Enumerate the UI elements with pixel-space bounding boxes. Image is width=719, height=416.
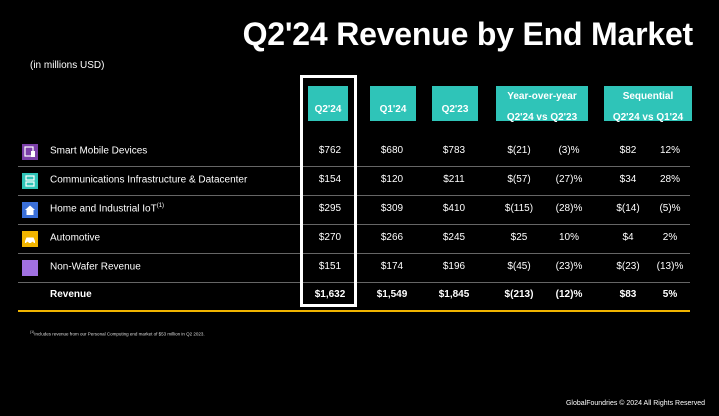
home-icon	[22, 202, 38, 218]
cell-q124: $174	[380, 261, 404, 272]
row-label: Home and Industrial IoT(1)	[50, 203, 165, 215]
cell-seq-abs: $34	[619, 174, 637, 185]
q224-highlight-box	[300, 75, 357, 307]
cell-seq-pct: (13)%	[656, 261, 684, 272]
cell-yoy-abs: $(57)	[507, 174, 531, 185]
cell-seq-pct: (5)%	[659, 203, 681, 214]
total-seq-pct: 5%	[662, 289, 678, 300]
non-wafer-icon	[22, 260, 38, 276]
col-header-q223-label: Q2'23	[441, 104, 469, 115]
col-header-seq: Sequential Q2'24 vs Q1'24	[604, 86, 692, 123]
cell-q224: $762	[318, 145, 342, 156]
col-header-q224: Q2'24	[308, 86, 348, 121]
col-header-q124: Q1'24	[370, 86, 416, 121]
cell-q124: $680	[380, 145, 404, 156]
col-header-q223: Q2'23	[432, 86, 478, 121]
col-header-q224-label: Q2'24	[314, 104, 342, 115]
cell-seq-pct: 12%	[659, 145, 680, 156]
col-header-yoy: Year-over-year Q2'24 vs Q2'23	[496, 86, 588, 123]
cell-yoy-abs: $(45)	[507, 261, 531, 272]
col-header-q124-label: Q1'24	[379, 104, 407, 115]
col-header-seq-title: Sequential	[622, 91, 674, 102]
cell-yoy-pct: (23)%	[555, 261, 583, 272]
copyright: GlobalFoundries © 2024 All Rights Reserv…	[565, 400, 705, 407]
total-q223: $1,845	[438, 289, 470, 300]
cell-yoy-abs: $(115)	[504, 203, 534, 214]
total-seq-abs: $83	[619, 289, 637, 300]
units-note: (in millions USD)	[30, 60, 105, 71]
cell-yoy-pct: (28)%	[555, 203, 583, 214]
cell-seq-abs: $4	[622, 232, 634, 243]
car-icon	[22, 231, 38, 247]
row-label: Smart Mobile Devices	[50, 145, 148, 157]
cell-q224: $154	[318, 174, 342, 185]
cell-q223: $211	[443, 174, 465, 185]
total-row: Revenue $1,632 $1,549 $1,845 $(213) (12)…	[18, 282, 690, 312]
cell-seq-pct: 28%	[659, 174, 680, 185]
cell-q224: $295	[318, 203, 342, 214]
col-header-yoy-sub: Q2'24 vs Q2'23	[506, 112, 578, 123]
total-q224: $1,632	[314, 289, 346, 300]
total-yoy-pct: (12)%	[555, 289, 583, 300]
cell-seq-abs: $82	[619, 145, 637, 156]
cell-q124: $266	[380, 232, 404, 243]
row-label: Non-Wafer Revenue	[50, 261, 141, 273]
cell-q223: $245	[442, 232, 466, 243]
cell-yoy-pct: 10%	[558, 232, 579, 243]
cell-q124: $309	[380, 203, 404, 214]
total-label: Revenue	[50, 289, 92, 300]
cell-yoy-pct: (27)%	[555, 174, 583, 185]
cell-yoy-abs: $25	[510, 232, 528, 243]
row-label: Communications Infrastructure & Datacent…	[50, 174, 248, 186]
col-header-yoy-title: Year-over-year	[507, 91, 577, 102]
cell-q224: $151	[318, 261, 342, 272]
cell-yoy-abs: $(21)	[507, 145, 531, 156]
cell-q124: $120	[380, 174, 404, 185]
row-label: Automotive	[50, 232, 101, 244]
cell-q223: $783	[442, 145, 466, 156]
cell-seq-abs: $(14)	[616, 203, 640, 214]
total-q124: $1,549	[376, 289, 408, 300]
cell-yoy-pct: (3)%	[558, 145, 580, 156]
total-yoy-abs: $(213)	[504, 289, 534, 300]
cell-seq-abs: $(23)	[616, 261, 640, 272]
cell-q223: $410	[442, 203, 466, 214]
footnote: (1)Includes revenue from our Personal Co…	[30, 330, 205, 337]
col-header-seq-sub: Q2'24 vs Q1'24	[612, 112, 684, 123]
cell-q223: $196	[442, 261, 466, 272]
cell-q224: $270	[318, 232, 342, 243]
datacenter-icon	[22, 173, 38, 189]
smart-mobile-icon	[22, 144, 38, 160]
cell-seq-pct: 2%	[662, 232, 678, 243]
page-title: Q2'24 Revenue by End Market	[242, 16, 694, 52]
